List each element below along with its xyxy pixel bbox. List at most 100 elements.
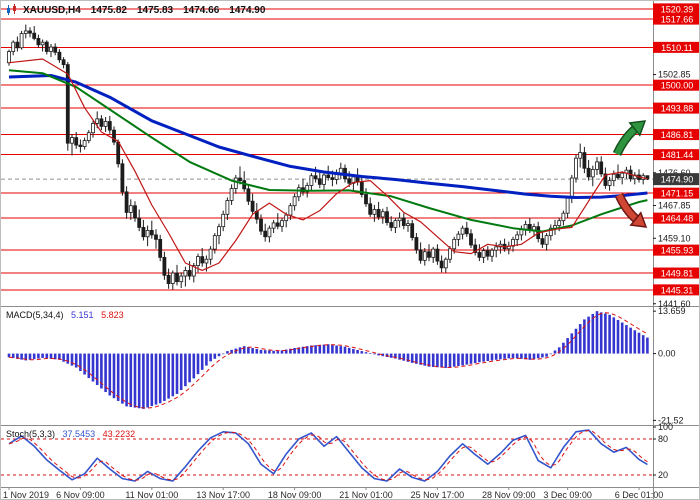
macd-histogram-bar — [633, 330, 637, 354]
candle-body — [280, 220, 284, 227]
macd-histogram-bar — [133, 353, 137, 408]
candle-body — [439, 260, 444, 269]
price-level-badge — [653, 187, 699, 199]
time-axis-label: 21 Nov 01:00 — [339, 490, 393, 500]
macd-histogram-bar — [553, 350, 557, 354]
candle-body — [162, 256, 167, 276]
macd-histogram-bar — [247, 347, 250, 354]
candle-body — [65, 64, 70, 144]
candle-body — [229, 188, 234, 201]
up-arrow-head[interactable] — [628, 120, 647, 137]
macd-histogram-bar — [478, 353, 481, 363]
stoch-d-line — [8, 430, 648, 481]
price-level-badge-label: 1517.66 — [661, 15, 694, 25]
candle-body — [326, 174, 331, 179]
candle-body — [275, 222, 280, 227]
price-level-badge — [653, 129, 699, 141]
price-level-badge — [653, 79, 699, 91]
price-axis-label: 1476.60 — [658, 168, 691, 178]
candle-body — [401, 217, 406, 226]
macd-histogram-bar — [263, 350, 267, 354]
macd-histogram-bar — [318, 344, 322, 354]
price-axis-label: 1502.85 — [658, 70, 691, 80]
candle-body — [565, 197, 570, 214]
down-arrow-head[interactable] — [629, 211, 648, 228]
candle-body — [221, 213, 226, 228]
candle-body — [225, 200, 230, 215]
candle-body — [53, 46, 58, 53]
macd-histogram-bar — [620, 322, 624, 354]
macd-histogram-bar — [440, 353, 443, 368]
time-axis-label: 1 Nov 2019 — [3, 490, 49, 500]
macd-histogram-bar — [53, 353, 57, 360]
candle-body — [380, 211, 385, 218]
macd-histogram-bar — [322, 344, 326, 354]
candle-body — [481, 250, 486, 258]
macd-histogram-bar — [339, 346, 343, 354]
candle-body — [296, 187, 301, 198]
macd-histogram-bar — [188, 353, 191, 383]
price-axis-label: 1441.60 — [658, 299, 691, 309]
macd-axis-label: 13.659 — [658, 306, 686, 316]
candle-body — [128, 205, 133, 213]
macd-histogram-bar — [532, 353, 536, 360]
macd-histogram-bar — [406, 353, 410, 362]
candle-body — [116, 141, 121, 165]
down-arrow-annotation[interactable] — [616, 193, 638, 222]
macd-histogram-bar — [326, 344, 330, 354]
candle-body — [443, 258, 448, 269]
candle-body — [11, 41, 16, 52]
candle-body — [632, 174, 637, 180]
candle-body — [393, 220, 398, 228]
macd-histogram-bar — [419, 353, 422, 365]
macd-histogram-bar — [612, 317, 616, 354]
candle-body — [166, 274, 171, 284]
price-level-badge — [653, 13, 699, 25]
candle-body — [137, 217, 142, 228]
macd-histogram-bar — [255, 348, 259, 354]
candle-body — [397, 217, 402, 222]
price-level-badge-label: 1464.48 — [661, 214, 694, 224]
candle-body — [490, 249, 494, 257]
candle-body — [212, 235, 217, 250]
macd-histogram-bar — [87, 353, 91, 379]
macd-histogram-bar — [230, 349, 233, 354]
candle-body — [95, 118, 100, 124]
macd-histogram-bar — [608, 314, 611, 354]
candle-body — [170, 272, 175, 284]
macd-axis-label: -21.52 — [658, 415, 684, 425]
candle-body — [86, 132, 91, 141]
candle-body — [196, 256, 200, 266]
price-level-badge — [653, 244, 699, 256]
macd-histogram-bar — [284, 349, 288, 354]
macd-histogram-bar — [11, 353, 15, 359]
candle-body — [494, 246, 499, 251]
candle-body — [99, 118, 104, 127]
candle-body — [469, 233, 473, 246]
macd-histogram-bar — [507, 353, 511, 359]
macd-histogram-bar — [251, 347, 254, 354]
macd-histogram-bar — [49, 353, 53, 359]
candle-body — [414, 237, 419, 251]
current-price-badge-label: 1474.90 — [661, 175, 694, 185]
candle-body — [103, 121, 108, 127]
macd-histogram-bar — [566, 338, 569, 354]
macd-histogram-bar — [91, 353, 95, 382]
candle-body — [368, 203, 373, 215]
candle-body — [112, 129, 116, 143]
candle-body — [120, 163, 125, 193]
macd-histogram-bar — [494, 353, 498, 360]
candle-body — [557, 220, 562, 226]
macd-histogram-bar — [272, 350, 275, 354]
up-arrow-annotation[interactable] — [614, 126, 637, 156]
macd-histogram-bar — [217, 353, 221, 357]
candle-body — [233, 177, 238, 189]
macd-histogram-bar — [427, 353, 431, 367]
candle-body — [376, 209, 381, 218]
macd-histogram-bar — [121, 353, 124, 404]
time-axis-label: 6 Nov 09:00 — [56, 490, 105, 500]
price-level-badge — [653, 3, 699, 15]
candle-body — [620, 172, 625, 179]
macd-histogram-bar — [465, 353, 469, 365]
